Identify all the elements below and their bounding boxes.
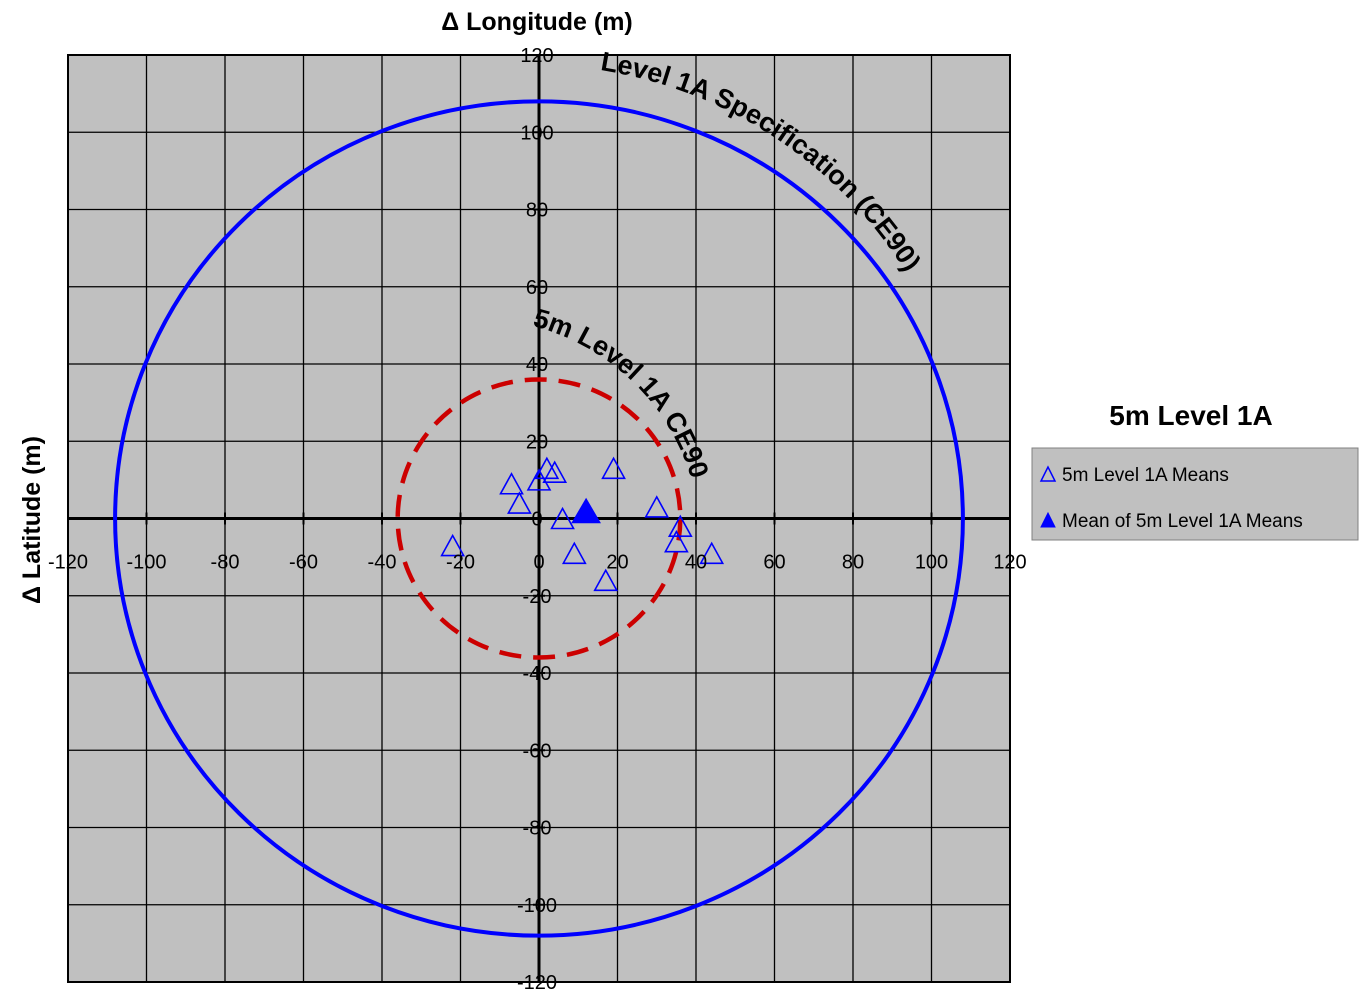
x-tick-label: -100 <box>126 552 166 574</box>
x-tick-label: 0 <box>533 552 544 574</box>
mean-point <box>664 530 689 553</box>
outer-ce90-circle <box>113 99 965 938</box>
y-tick-label: 60 <box>526 277 548 299</box>
y-tick-label: -120 <box>517 972 557 991</box>
legend: 5m Level 1A 5m Level 1A Means Mean of 5m… <box>1031 400 1359 541</box>
y-tick-label: -80 <box>523 818 552 840</box>
mean-point <box>550 506 575 530</box>
y-tick-label: -60 <box>523 740 552 762</box>
x-tick-label: 40 <box>685 552 707 574</box>
y-tick-label: -40 <box>523 663 552 685</box>
legend-entry-means: 5m Level 1A Means <box>1062 465 1229 486</box>
x-tick-label: -20 <box>446 552 475 574</box>
mean-point <box>542 460 568 483</box>
x-tick-label: 20 <box>606 552 628 574</box>
legend-filled-triangle-icon <box>1040 511 1056 528</box>
tick-labels: -120 -100 -80 -60 -40 -20 0 20 40 60 80 100 120 -120 -… <box>48 45 1027 991</box>
y-tick-label: 120 <box>520 45 553 67</box>
mean-point <box>593 568 619 592</box>
x-tick-label: -80 <box>211 552 240 574</box>
axes <box>67 54 1011 983</box>
y-tick-label: 0 <box>531 509 542 531</box>
y-tick-label: 20 <box>526 431 548 453</box>
mean-point <box>601 456 626 480</box>
y-tick-label: 80 <box>526 200 548 222</box>
x-tick-label: 120 <box>993 552 1026 574</box>
mean-point <box>499 472 524 495</box>
ce90-circles <box>113 99 965 938</box>
legend-open-triangle-icon <box>1039 465 1057 482</box>
mean-point <box>440 533 466 557</box>
legend-title: 5m Level 1A <box>1109 400 1272 431</box>
mean-point <box>644 495 670 518</box>
x-tick-label: -60 <box>289 552 318 574</box>
x-tick-label: -40 <box>368 552 397 574</box>
y-tick-label: -20 <box>523 586 552 608</box>
inner-ce90-circle <box>395 377 683 660</box>
x-tick-label: 80 <box>842 552 864 574</box>
mean-point <box>667 514 693 538</box>
legend-entry-mean-of-means: Mean of 5m Level 1A Means <box>1062 511 1303 532</box>
mean-point <box>534 456 560 480</box>
data-points <box>440 456 725 592</box>
y-tick-label: 100 <box>520 122 553 144</box>
x-tick-label: -120 <box>48 552 88 574</box>
x-tick-label: 100 <box>915 552 948 574</box>
mean-of-means-point <box>571 497 601 524</box>
x-axis-title: Δ Longitude (m) <box>441 8 633 36</box>
y-axis-title: Δ Latitude (m) <box>18 436 46 604</box>
legend-box <box>1031 447 1359 541</box>
y-tick-label: -100 <box>517 895 557 917</box>
mean-point <box>526 468 552 491</box>
x-tick-label: 60 <box>763 552 785 574</box>
y-tick-label: 40 <box>526 354 548 376</box>
mean-point <box>699 541 725 565</box>
mean-point <box>561 541 587 565</box>
mean-point <box>507 491 532 514</box>
